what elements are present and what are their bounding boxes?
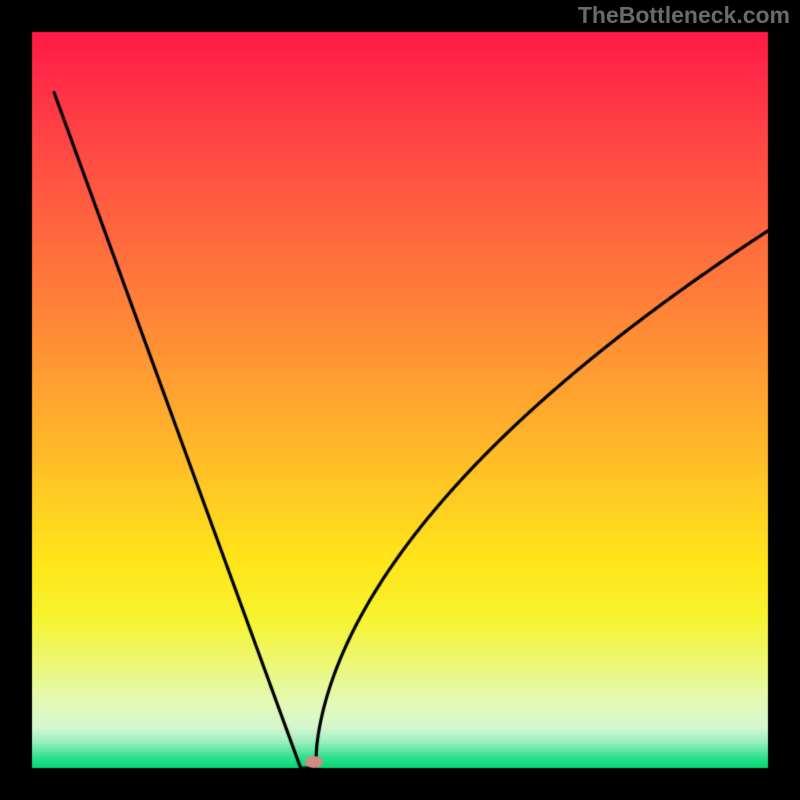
chart-stage: TheBottleneck.com [0, 0, 800, 800]
bottleneck-curve-chart [0, 0, 800, 800]
watermark-text: TheBottleneck.com [578, 2, 790, 29]
